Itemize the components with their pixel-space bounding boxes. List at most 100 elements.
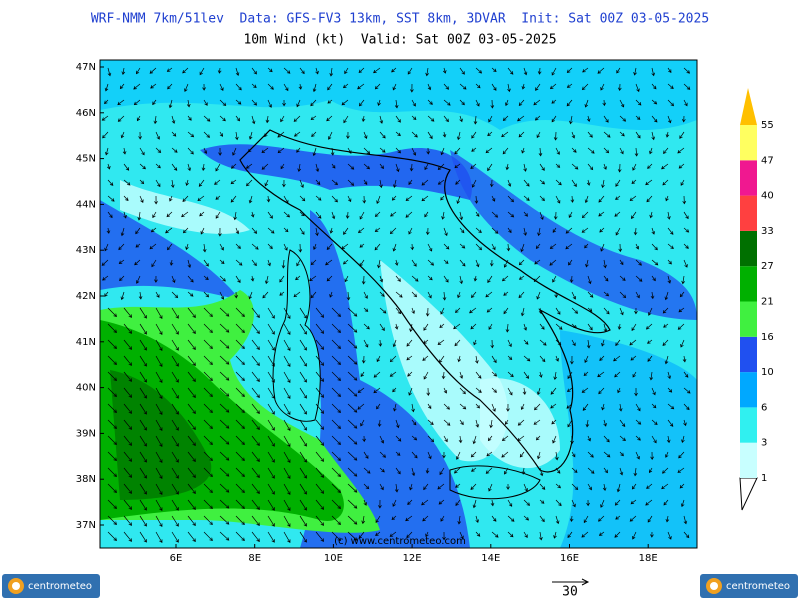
wind-arrow — [648, 467, 653, 474]
wind-arrow — [635, 275, 643, 282]
wind-arrow — [667, 419, 674, 427]
wind-arrow — [251, 531, 260, 542]
wind-arrow — [107, 419, 117, 429]
wind-arrow — [552, 227, 557, 233]
wind-arrow — [619, 275, 626, 281]
wind-arrow — [394, 99, 399, 109]
wind-arrow — [649, 147, 653, 155]
wind-arrow — [619, 115, 627, 122]
wind-arrow — [120, 131, 125, 139]
wind-arrow — [523, 211, 528, 217]
legend-label: 40 — [761, 191, 774, 202]
wind-arrow — [235, 355, 245, 366]
wind-arrow — [571, 147, 577, 153]
wind-arrow — [299, 307, 307, 319]
wind-arrow — [267, 227, 275, 234]
wind-arrow — [395, 131, 401, 137]
wind-arrow — [267, 211, 273, 219]
wind-arrow — [197, 195, 205, 202]
wind-arrow — [267, 387, 275, 399]
wind-arrow — [457, 291, 461, 299]
wind-arrow — [566, 403, 573, 409]
wind-arrow — [219, 419, 230, 429]
wind-arrow — [315, 515, 325, 526]
wind-arrow — [411, 259, 417, 267]
wind-arrow — [551, 419, 557, 425]
wind-arrow — [315, 211, 322, 219]
wind-arrow — [267, 339, 275, 351]
wind-arrow — [619, 451, 624, 457]
wind-arrow — [187, 515, 196, 526]
wind-arrow — [664, 355, 669, 365]
lon-label: 16E — [560, 553, 579, 564]
wind-arrow — [522, 387, 527, 395]
wind-arrow — [662, 339, 669, 346]
wind-arrow — [619, 467, 624, 476]
wind-arrow — [235, 499, 245, 510]
wind-arrow — [571, 339, 576, 347]
wind-arrow — [315, 435, 325, 446]
wind-arrow — [379, 115, 384, 124]
wind-arrow — [266, 195, 271, 203]
wind-arrow — [251, 419, 260, 430]
wind-arrow — [600, 499, 605, 508]
wind-arrow — [347, 339, 358, 349]
wind-arrow — [443, 403, 450, 410]
wind-arrow — [471, 131, 477, 139]
wind-arrow — [665, 451, 669, 458]
wind-arrow — [329, 67, 334, 77]
wind-arrow — [459, 67, 465, 75]
wind-arrow — [235, 451, 245, 462]
wind-arrow — [345, 211, 350, 219]
wind-arrow — [203, 307, 213, 318]
wind-arrow — [505, 163, 510, 171]
wind-arrow — [667, 387, 673, 393]
lat-label: 41N — [76, 337, 96, 348]
wind-arrow — [379, 451, 387, 458]
wind-arrow — [523, 227, 527, 236]
wind-arrow — [681, 275, 685, 285]
wind-arrow — [459, 115, 463, 123]
wind-arrow — [395, 435, 402, 442]
wind-arrow — [154, 195, 158, 205]
wind-arrow — [409, 483, 413, 491]
wind-arrow — [599, 355, 605, 361]
wind-arrow — [282, 179, 286, 188]
wind-arrow — [395, 291, 403, 298]
lat-label: 44N — [76, 199, 96, 210]
wind-arrow — [199, 67, 205, 76]
wind-arrow — [555, 307, 561, 315]
wind-arrow — [139, 467, 147, 479]
wind-arrow — [410, 243, 415, 251]
wind-arrow — [597, 515, 605, 522]
wind-arrow — [507, 387, 513, 396]
lat-label: 40N — [76, 383, 96, 394]
wind-arrow — [411, 307, 415, 315]
wind-arrow — [363, 483, 370, 490]
wind-arrow — [281, 259, 286, 269]
wind-arrow — [470, 451, 477, 458]
wind-arrow — [331, 179, 338, 186]
wind-arrow — [539, 371, 543, 378]
wind-arrow — [135, 275, 141, 284]
wind-arrow — [394, 323, 399, 330]
wind-arrow — [537, 227, 541, 237]
wind-arrow — [395, 275, 401, 282]
wind-arrow — [454, 147, 461, 155]
wind-arrow — [427, 131, 433, 140]
wind-arrow — [342, 259, 349, 265]
wind-arrow — [309, 275, 317, 282]
wind-arrow — [184, 83, 189, 92]
wind-arrow — [680, 339, 685, 348]
wind-arrow — [187, 323, 196, 334]
wind-arrow — [581, 227, 589, 233]
wind-arrow — [299, 355, 307, 367]
wind-arrow — [104, 291, 109, 297]
wind-arrow — [168, 99, 173, 109]
wind-arrow — [571, 131, 576, 139]
wind-arrow — [651, 99, 658, 105]
wind-arrow — [331, 371, 341, 381]
wind-arrow — [617, 83, 622, 92]
wind-arrow — [139, 195, 144, 204]
wind-arrow — [586, 115, 591, 123]
